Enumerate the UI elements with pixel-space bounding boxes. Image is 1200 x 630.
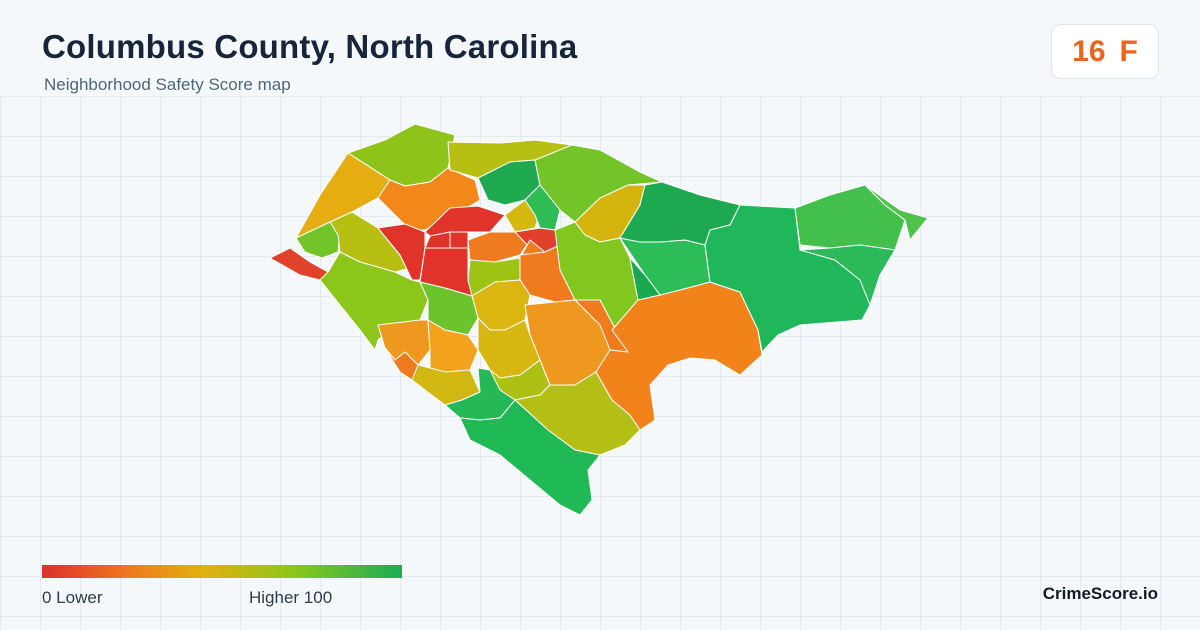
region-e-green-northtip[interactable]: [864, 184, 929, 241]
region-e-green-ne[interactable]: [794, 184, 906, 251]
legend-high-label: Higher 100: [249, 588, 333, 607]
region-w-lower-yellow[interactable]: [411, 364, 481, 406]
region-central-red-small2[interactable]: [449, 231, 469, 249]
legend-low-label: 0 Lower: [42, 588, 103, 607]
header-band: [0, 0, 1200, 97]
legend-color-scale: [42, 565, 402, 578]
page-subtitle: Neighborhood Safety Score map: [44, 75, 291, 94]
region-e-green-strip[interactable]: [629, 257, 661, 301]
score-grade: F: [1119, 34, 1138, 68]
score-value: 16: [1072, 34, 1106, 68]
page-title: Columbus County, North Carolina: [42, 28, 578, 65]
region-south-green-large[interactable]: [459, 399, 601, 516]
region-e-green-tip[interactable]: [799, 244, 896, 306]
brand-label[interactable]: CrimeScore.io: [1042, 584, 1158, 603]
safety-score-badge: 16 F: [1051, 24, 1159, 79]
